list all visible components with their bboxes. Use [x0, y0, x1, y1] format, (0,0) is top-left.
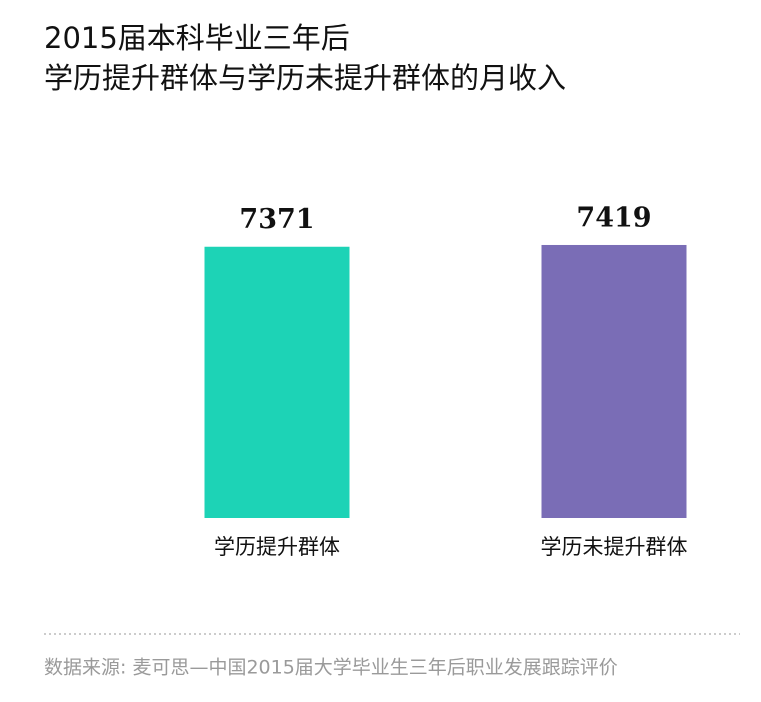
chart-title: 2015届本科毕业三年后 [44, 21, 350, 55]
data-label: 7419 [576, 202, 651, 233]
x-tick-label: 学历未提升群体 [541, 535, 688, 559]
x-tick-label: 学历提升群体 [214, 535, 340, 559]
bar [204, 246, 350, 518]
data-label: 7371 [239, 204, 314, 235]
bar [541, 244, 687, 518]
chart-title: 学历提升群体与学历未提升群体的月收入 [44, 61, 566, 95]
source: 数据来源: 麦可思—中国2015届大学毕业生三年后职业发展跟踪评价 [44, 657, 618, 679]
